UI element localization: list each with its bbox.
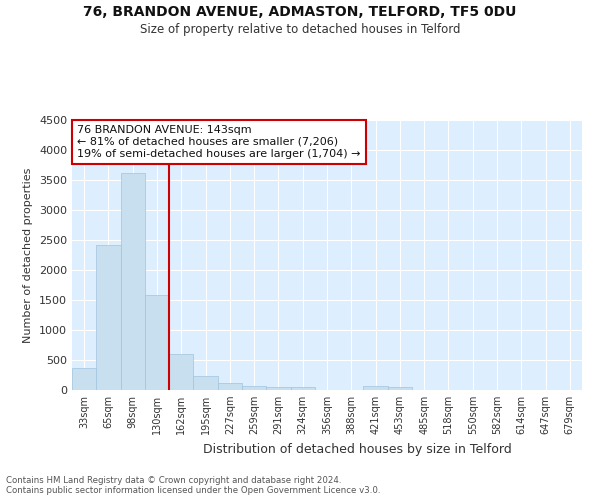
- Text: Contains HM Land Registry data © Crown copyright and database right 2024.
Contai: Contains HM Land Registry data © Crown c…: [6, 476, 380, 495]
- Bar: [388, 387, 412, 390]
- Bar: [193, 376, 218, 390]
- Y-axis label: Number of detached properties: Number of detached properties: [23, 168, 34, 342]
- Text: 76, BRANDON AVENUE, ADMASTON, TELFORD, TF5 0DU: 76, BRANDON AVENUE, ADMASTON, TELFORD, T…: [83, 5, 517, 19]
- Bar: [121, 173, 145, 390]
- Bar: [169, 354, 193, 390]
- Text: Distribution of detached houses by size in Telford: Distribution of detached houses by size …: [203, 442, 511, 456]
- Bar: [218, 384, 242, 390]
- Bar: [242, 386, 266, 390]
- Bar: [266, 387, 290, 390]
- Bar: [145, 295, 169, 390]
- Text: Size of property relative to detached houses in Telford: Size of property relative to detached ho…: [140, 22, 460, 36]
- Text: 76 BRANDON AVENUE: 143sqm
← 81% of detached houses are smaller (7,206)
19% of se: 76 BRANDON AVENUE: 143sqm ← 81% of detac…: [77, 126, 361, 158]
- Bar: [364, 386, 388, 390]
- Bar: [72, 368, 96, 390]
- Bar: [96, 245, 121, 390]
- Bar: [290, 387, 315, 390]
